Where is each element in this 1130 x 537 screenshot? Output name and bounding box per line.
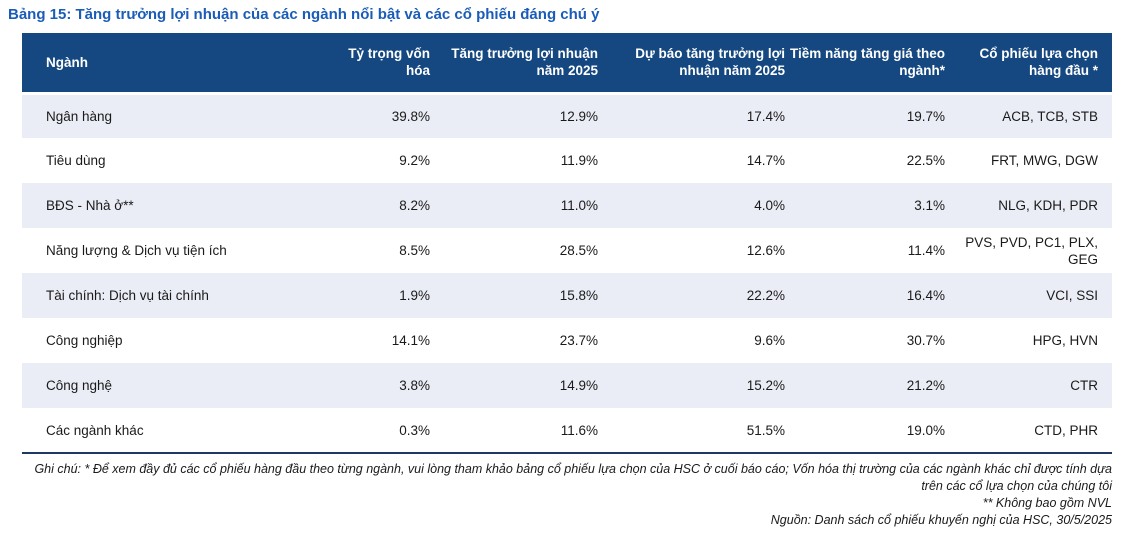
- cell-sector-upside: 19.7%: [906, 108, 945, 124]
- cell-sector: Ngân hàng: [46, 108, 113, 124]
- cell-sector: Tài chính: Dịch vụ tài chính: [46, 288, 209, 303]
- cell-profit-growth-2025: 28.5%: [559, 243, 598, 258]
- table-row: Ngân hàng 39.8% 12.9% 17.4% 19.7% ACB, TCB, S…: [22, 93, 1112, 138]
- cell-profit-growth-2025: 11.9%: [560, 153, 598, 168]
- sector-profit-growth-table: Ngành Tỷ trọng vốn hóa Tăng trưởng lợi n…: [22, 33, 1112, 454]
- cell-top-picks: ACB, TCB, STB: [1002, 108, 1098, 124]
- cell-sector-upside: 11.4%: [907, 243, 945, 258]
- cell-profit-growth-2025: 14.9%: [559, 378, 598, 393]
- cell-market-cap-weight: 14.1%: [391, 333, 430, 348]
- cell-sector-upside: 30.7%: [906, 333, 945, 348]
- cell-top-picks: NLG, KDH, PDR: [998, 198, 1098, 213]
- table-notes: Ghi chú: * Để xem đầy đủ các cổ phiếu hà…: [22, 461, 1112, 529]
- cell-forecast-profit-growth-2025: 17.4%: [746, 108, 785, 124]
- table-row: Công nghiệp 14.1% 23.7% 9.6% 30.7% HPG, HVN: [22, 318, 1112, 363]
- cell-forecast-profit-growth-2025: 12.6%: [746, 243, 785, 258]
- cell-market-cap-weight: 39.8%: [391, 108, 430, 124]
- table-row: Các ngành khác 0.3% 11.6% 51.5% 19.0% CTD, PH…: [22, 408, 1112, 453]
- cell-profit-growth-2025: 11.0%: [560, 198, 598, 213]
- cell-sector: Tiêu dùng: [46, 153, 106, 168]
- cell-market-cap-weight: 8.2%: [399, 198, 430, 213]
- cell-forecast-profit-growth-2025: 22.2%: [746, 288, 785, 303]
- cell-forecast-profit-growth-2025: 51.5%: [746, 422, 785, 438]
- cell-sector-upside: 22.5%: [906, 153, 945, 168]
- cell-market-cap-weight: 1.9%: [399, 288, 430, 303]
- column-header-sector-upside: Tiềm năng tăng giá theo ngành*: [787, 33, 947, 95]
- cell-sector: BĐS - Nhà ở**: [46, 198, 134, 213]
- column-header-top-picks: Cổ phiếu lựa chọn hàng đầu *: [947, 33, 1112, 95]
- cell-profit-growth-2025: 12.9%: [559, 108, 598, 124]
- cell-forecast-profit-growth-2025: 4.0%: [754, 198, 785, 213]
- cell-top-picks: FRT, MWG, DGW: [991, 153, 1098, 168]
- cell-sector-upside: 19.0%: [906, 422, 945, 438]
- cell-sector-upside: 16.4%: [906, 288, 945, 303]
- cell-top-picks: HPG, HVN: [1032, 333, 1098, 348]
- source-note: Nguồn: Danh sách cổ phiếu khuyến nghị củ…: [770, 513, 1112, 527]
- cell-profit-growth-2025: 23.7%: [559, 333, 598, 348]
- cell-sector-upside: 3.1%: [914, 198, 945, 213]
- table-row: BĐS - Nhà ở** 8.2% 11.0% 4.0% 3.1% NLG, KDH, …: [22, 183, 1112, 228]
- footnote-picks-and-market-cap: Ghi chú: * Để xem đầy đủ các cổ phiếu hà…: [34, 462, 1112, 493]
- table-row: Công nghệ 3.8% 14.9% 15.2% 21.2% CTR: [22, 363, 1112, 408]
- cell-top-picks: CTR: [1070, 378, 1098, 393]
- column-header-sector: Ngành: [22, 33, 332, 95]
- cell-top-picks: PVS, PVD, PC1, PLX, GEG: [965, 234, 1098, 267]
- cell-market-cap-weight: 3.8%: [399, 378, 430, 393]
- cell-market-cap-weight: 8.5%: [399, 243, 430, 258]
- cell-sector-upside: 21.2%: [906, 378, 945, 393]
- page-title: Bảng 15: Tăng trưởng lợi nhuận của các n…: [8, 6, 600, 23]
- cell-forecast-profit-growth-2025: 15.2%: [746, 378, 785, 393]
- cell-sector: Công nghiệp: [46, 333, 123, 348]
- column-header-forecast-profit-growth-2025: Dự báo tăng trưởng lợi nhuận năm 2025: [600, 33, 787, 95]
- column-header-market-cap-weight: Tỷ trọng vốn hóa: [332, 33, 432, 95]
- cell-top-picks: CTD, PHR: [1034, 422, 1098, 438]
- footnote-excludes-nvl: ** Không bao gồm NVL: [982, 496, 1112, 510]
- cell-market-cap-weight: 9.2%: [399, 153, 430, 168]
- column-header-profit-growth-2025: Tăng trưởng lợi nhuận năm 2025: [432, 33, 600, 95]
- cell-sector: Các ngành khác: [46, 422, 144, 438]
- sector-table-body: Ngân hàng 39.8% 12.9% 17.4% 19.7% ACB, TCB, S…: [22, 93, 1112, 453]
- table-header-row: Ngành Tỷ trọng vốn hóa Tăng trưởng lợi n…: [22, 33, 1112, 95]
- cell-sector: Năng lượng & Dịch vụ tiện ích: [46, 243, 227, 258]
- cell-forecast-profit-growth-2025: 9.6%: [754, 333, 785, 348]
- cell-profit-growth-2025: 11.6%: [560, 422, 598, 438]
- cell-top-picks: VCI, SSI: [1046, 288, 1098, 303]
- cell-market-cap-weight: 0.3%: [399, 422, 430, 438]
- cell-forecast-profit-growth-2025: 14.7%: [746, 153, 785, 168]
- table-row: Tài chính: Dịch vụ tài chính 1.9% 15.8% 22.…: [22, 273, 1112, 318]
- cell-profit-growth-2025: 15.8%: [559, 288, 598, 303]
- table-row: Tiêu dùng 9.2% 11.9% 14.7% 22.5% FRT, MWG, DG…: [22, 138, 1112, 183]
- table-row: Năng lượng & Dịch vụ tiện ích 8.5% 28.5% 12…: [22, 228, 1112, 273]
- cell-sector: Công nghệ: [46, 378, 113, 393]
